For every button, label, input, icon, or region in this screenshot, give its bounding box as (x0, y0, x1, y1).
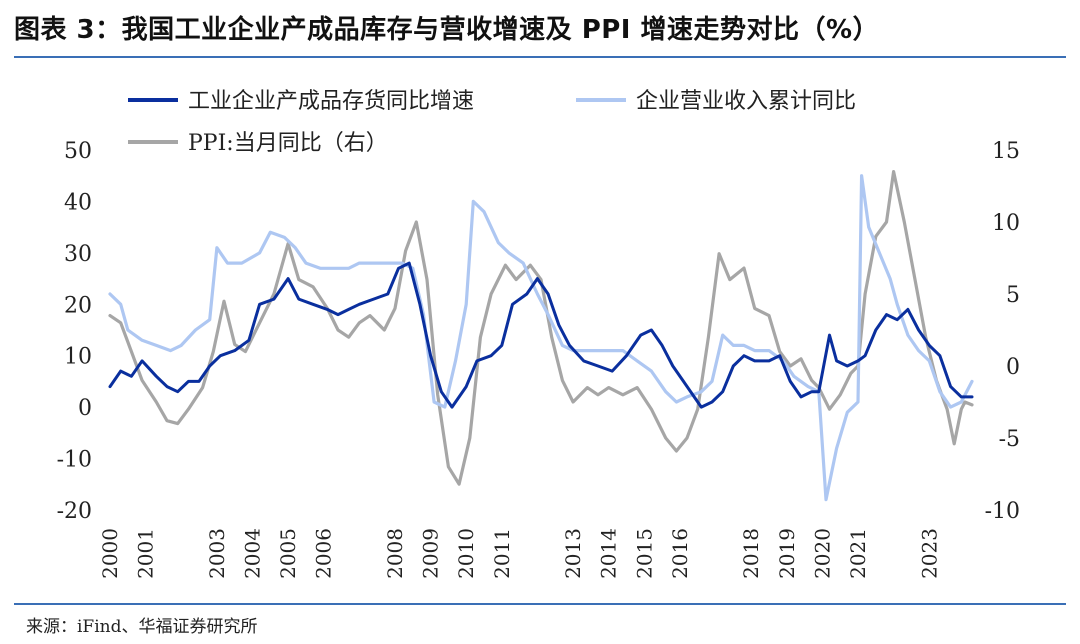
y-left-tick-label: 10 (64, 345, 92, 370)
x-tick-label: 2010 (454, 528, 478, 579)
legend-label: 工业企业产成品存货同比增速 (188, 89, 474, 114)
x-tick-label: 2011 (490, 528, 514, 579)
footer-divider (14, 603, 1066, 605)
left-axis: 50 40 30 20 10 0 -10 -20 (57, 139, 92, 524)
x-tick-label: 2020 (810, 528, 834, 579)
x-tick-label: 2006 (312, 528, 336, 579)
x-axis: 2000 2001 2003 2004 2005 2006 2008 2009 2010 2011… (98, 528, 941, 579)
y-left-tick-label: -20 (57, 499, 92, 524)
y-left-tick-label: 50 (64, 139, 92, 164)
title-divider (14, 56, 1066, 58)
x-tick-label: 2013 (561, 528, 585, 579)
series-line (108, 170, 974, 486)
x-tick-label: 2018 (739, 528, 763, 579)
x-tick-label: 2019 (775, 528, 799, 579)
legend-label: 企业营业收入累计同比 (636, 89, 856, 114)
y-left-tick-label: -10 (57, 448, 92, 473)
source-note: 来源：iFind、华福证券研究所 (26, 617, 258, 637)
y-right-tick-label: 0 (1006, 355, 1020, 380)
x-tick-label: 2008 (383, 528, 407, 579)
page-title: 图表 3：我国工业企业产成品库存与营收增速及 PPI 增速走势对比（%） (14, 15, 880, 45)
x-tick-label: 2023 (917, 528, 941, 579)
y-right-tick-label: 5 (1006, 283, 1020, 308)
y-left-tick-label: 20 (64, 293, 92, 318)
legend-label: PPI:当月同比（右） (188, 131, 388, 156)
y-right-tick-label: 10 (992, 211, 1020, 236)
right-axis: 15 10 5 0 -5 -10 (985, 139, 1020, 524)
y-left-tick-label: 30 (64, 242, 92, 267)
x-tick-label: 2009 (419, 528, 443, 579)
x-tick-label: 2003 (205, 528, 229, 579)
x-tick-label: 2016 (668, 528, 692, 579)
chart-legend: 工业企业产成品存货同比增速 企业营业收入累计同比 PPI:当月同比（右） (128, 89, 856, 156)
x-tick-label: 2004 (240, 528, 264, 579)
y-left-tick-label: 0 (78, 396, 92, 421)
x-tick-label: 2014 (597, 528, 621, 579)
y-right-tick-label: 15 (992, 139, 1020, 164)
y-right-tick-label: -5 (999, 427, 1020, 452)
series-layer (108, 170, 974, 502)
x-tick-label: 2005 (276, 528, 300, 579)
series-line (108, 261, 974, 409)
y-right-tick-label: -10 (985, 499, 1020, 524)
y-left-tick-label: 40 (64, 190, 92, 215)
x-tick-label: 2015 (632, 528, 656, 579)
x-tick-label: 2000 (98, 528, 122, 579)
x-tick-label: 2021 (846, 528, 870, 579)
series-line (108, 174, 974, 502)
x-tick-label: 2001 (134, 528, 158, 579)
